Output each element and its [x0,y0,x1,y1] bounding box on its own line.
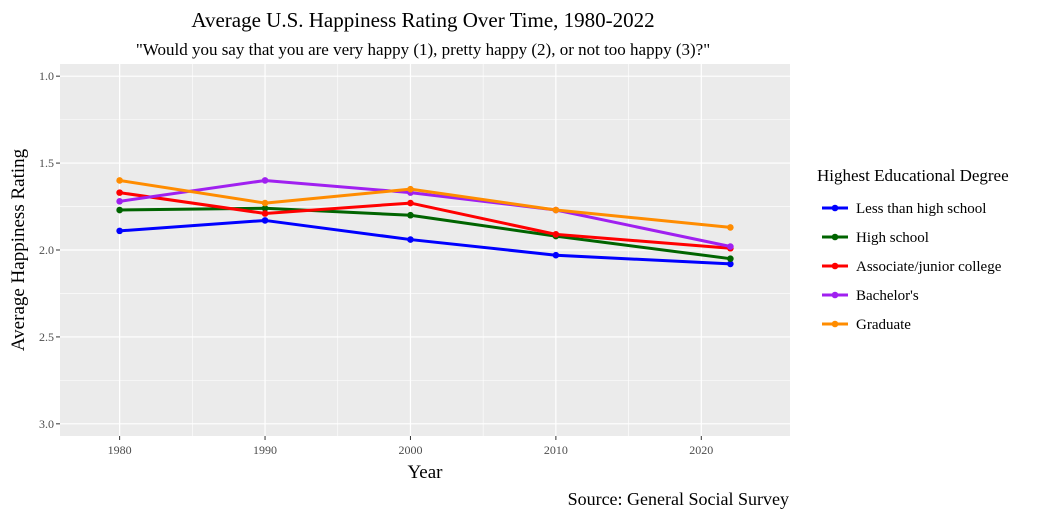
y-axis: 1.0 1.5 2.0 2.5 3.0 [39,69,60,431]
data-point [261,210,269,217]
legend-item: Associate/junior college [822,259,1002,275]
data-point [727,260,734,268]
y-tick-label: 3.0 [39,417,54,431]
data-point [727,243,734,250]
legend-key-point [831,233,839,241]
chart-caption: Source: General Social Survey [568,489,789,509]
data-point [407,211,414,219]
x-axis: 1980 1990 2000 2010 2020 [108,436,713,457]
y-tick-label: 2.5 [39,330,54,344]
legend-label: High school [856,230,929,246]
data-point [116,177,123,184]
x-tick-label: 1990 [253,443,277,457]
chart-title: Average U.S. Happiness Rating Over Time,… [191,8,654,32]
legend-key-point [831,320,839,328]
data-point [552,231,560,238]
legend-key-point [831,291,839,299]
legend-label: Associate/junior college [856,259,1002,275]
legend-title: Highest Educational Degree [817,166,1009,185]
data-point [261,177,269,184]
legend-items: Less than high school High school Associat… [822,201,1002,333]
legend-item: High school [822,230,929,246]
data-point [261,217,269,224]
y-axis-title: Average Happiness Rating [8,148,29,351]
data-point [261,204,269,212]
y-tick-label: 1.5 [39,156,54,170]
data-point [727,224,734,231]
grid-major [60,64,790,436]
x-axis-title: Year [407,462,443,483]
data-point [261,199,269,207]
legend-item: Graduate [822,317,911,333]
chart-subtitle: "Would you say that you are very happy (… [136,40,710,59]
x-tick-label: 2010 [544,443,568,457]
data-point [116,189,123,196]
series-points [116,177,734,268]
data-point [116,198,123,205]
data-point [116,206,123,214]
y-tick-label: 2.0 [39,243,54,257]
data-point [407,199,414,207]
x-tick-label: 2000 [398,443,422,457]
data-point [552,251,560,259]
legend-item: Bachelor's [822,288,919,304]
y-tick-label: 1.0 [39,69,54,83]
legend-label: Graduate [856,317,911,333]
data-point [407,185,414,193]
data-point [116,227,123,235]
legend-key-point [831,262,839,270]
x-tick-label: 2020 [689,443,713,457]
data-point [727,255,734,262]
x-tick-label: 1980 [108,443,132,457]
legend-label: Bachelor's [856,288,919,304]
legend-label: Less than high school [856,201,986,217]
legend-item: Less than high school [822,201,986,217]
data-point [407,236,414,243]
legend-key-point [831,204,839,212]
legend [815,192,1035,338]
data-point [552,206,560,214]
